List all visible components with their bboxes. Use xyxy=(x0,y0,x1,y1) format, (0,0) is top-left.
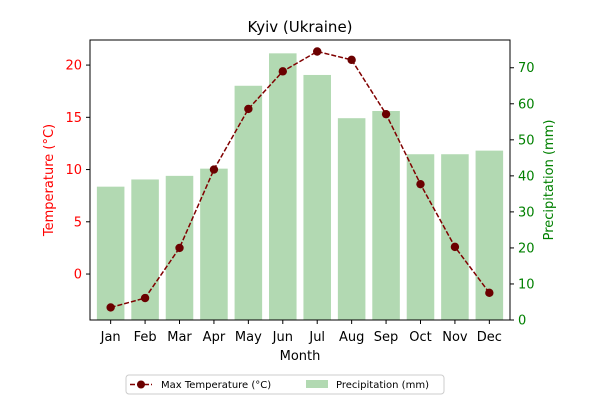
x-axis-label: Month xyxy=(280,349,321,364)
legend-label-precipitation: Precipitation (mm) xyxy=(336,380,429,391)
legend: Max Temperature (°C) Precipitation (mm) xyxy=(125,374,445,395)
precipitation-bar xyxy=(269,53,297,320)
left-tick-label: 15 xyxy=(65,111,82,126)
right-tick-label: 0 xyxy=(518,314,526,329)
precipitation-bar xyxy=(96,186,125,320)
precipitation-bar xyxy=(372,110,400,320)
plot-frame xyxy=(89,39,511,321)
x-tick-label: Oct xyxy=(409,330,431,345)
x-tick-label: Jan xyxy=(100,330,121,345)
temperature-point xyxy=(347,55,356,65)
x-axis-ticks: Jan Feb Mar Apr May Jun Jul Aug Sep Oct Nov Dec xyxy=(100,320,502,345)
x-tick-label: Apr xyxy=(203,330,226,345)
precipitation-bar xyxy=(441,154,469,320)
legend-line-marker xyxy=(137,380,145,389)
x-tick-label: Aug xyxy=(339,330,364,345)
temperature-point xyxy=(450,242,460,252)
x-tick-label: May xyxy=(235,330,262,345)
left-tick-label: 5 xyxy=(74,215,82,230)
temperature-point xyxy=(485,288,494,298)
precipitation-bars xyxy=(96,53,504,320)
right-tick-label: 20 xyxy=(518,241,535,256)
precipitation-bar xyxy=(200,168,228,320)
temperature-point xyxy=(416,179,425,189)
chart-title: Kyiv (Ukraine) xyxy=(247,18,352,36)
x-tick-label: Nov xyxy=(442,330,468,345)
left-axis-label: Temperature (°C) xyxy=(42,124,57,237)
right-tick-label: 70 xyxy=(518,61,535,76)
x-tick-label: Feb xyxy=(134,330,157,345)
x-tick-label: Jun xyxy=(272,330,293,345)
temperature-point xyxy=(140,293,150,303)
legend-frame xyxy=(125,374,445,395)
temperature-point xyxy=(244,104,253,114)
right-tick-label: 40 xyxy=(518,169,535,184)
precipitation-bar xyxy=(337,118,366,320)
temperature-point xyxy=(278,67,287,76)
temperature-line-path xyxy=(110,50,490,309)
right-tick-label: 10 xyxy=(518,277,535,292)
right-axis-label: Precipitation (mm) xyxy=(542,120,557,241)
left-tick-label: 10 xyxy=(65,163,82,178)
temperature-point xyxy=(106,303,115,312)
right-tick-label: 30 xyxy=(518,205,535,220)
right-tick-label: 60 xyxy=(518,97,535,112)
right-axis-ticks: 0 10 20 30 40 50 60 70 xyxy=(510,61,535,329)
temperature-point xyxy=(209,165,219,174)
x-tick-label: Mar xyxy=(167,330,192,345)
temperature-point xyxy=(313,47,322,56)
x-tick-label: Sep xyxy=(374,330,399,345)
temperature-point xyxy=(381,109,391,119)
legend-label-temperature: Max Temperature (°C) xyxy=(161,380,271,391)
x-tick-label: Dec xyxy=(477,330,502,345)
temperature-line xyxy=(106,47,494,312)
legend-bar-swatch xyxy=(306,380,328,388)
left-axis-ticks: 0 5 10 15 20 xyxy=(65,59,90,283)
left-tick-label: 20 xyxy=(65,59,82,74)
precipitation-bar xyxy=(234,85,263,320)
x-tick-label: Jul xyxy=(308,330,325,345)
temperature-point xyxy=(175,243,184,253)
right-tick-label: 50 xyxy=(518,133,535,148)
precipitation-bar xyxy=(406,154,435,320)
precipitation-bar xyxy=(303,74,331,320)
left-tick-label: 0 xyxy=(74,268,82,283)
